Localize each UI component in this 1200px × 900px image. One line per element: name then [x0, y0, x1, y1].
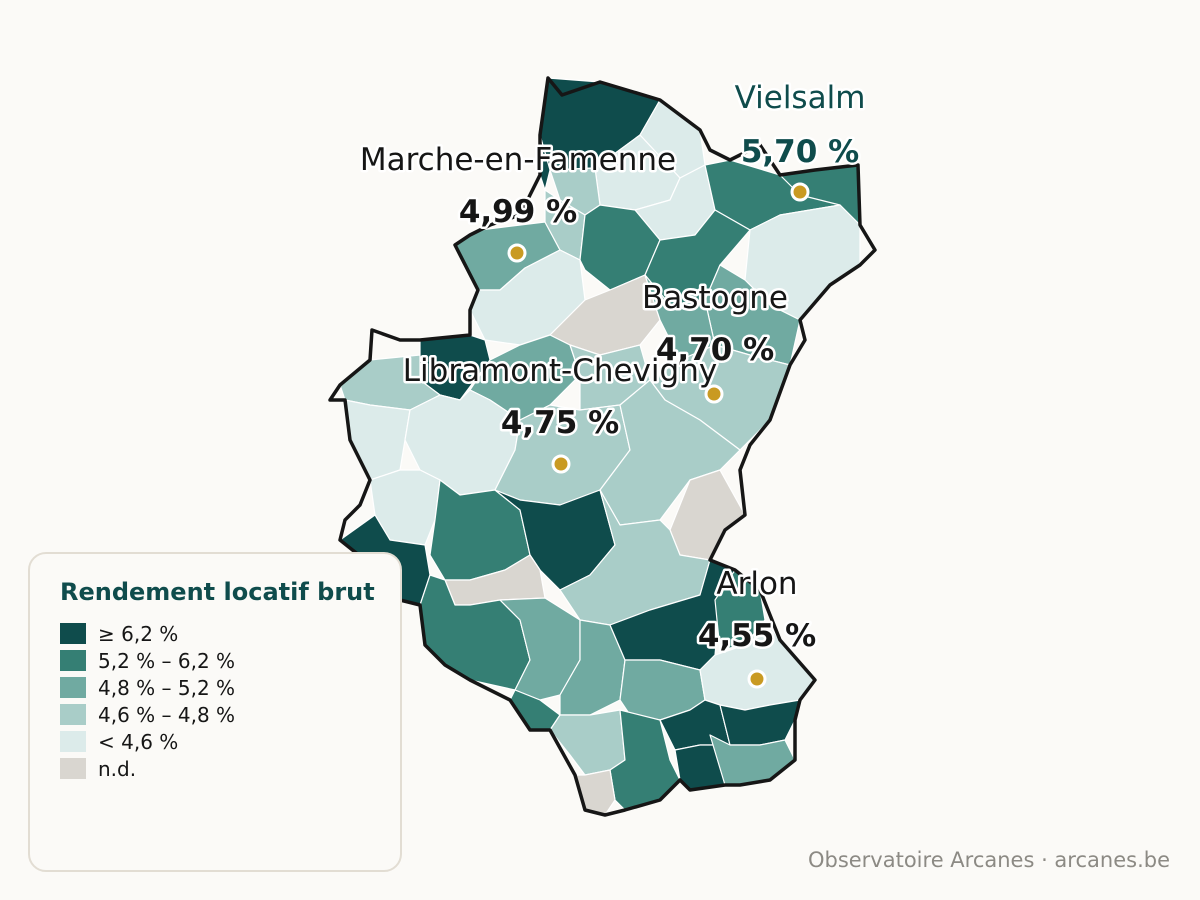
legend-label: 4,8 % – 5,2 % [98, 675, 236, 700]
city-marker[interactable] [704, 384, 724, 404]
city-marker[interactable] [747, 669, 767, 689]
legend-item: n.d. [60, 755, 370, 782]
legend: Rendement locatif brut ≥ 6,2 % 5,2 % – 6,… [28, 552, 402, 872]
municipality[interactable] [499, 597, 581, 701]
legend-rows: ≥ 6,2 % 5,2 % – 6,2 % 4,8 % – 5,2 % 4,6 % –… [60, 620, 370, 782]
city-name-label: Vielsalm [735, 80, 866, 116]
legend-swatch [60, 704, 86, 725]
municipality-regions [339, 77, 861, 816]
city-marker[interactable] [507, 243, 527, 263]
legend-label: n.d. [98, 756, 137, 781]
legend-item: < 4,6 % [60, 728, 370, 755]
city-name-label: Bastogne [642, 280, 788, 316]
legend-item: 5,2 % – 6,2 % [60, 647, 370, 674]
legend-label: < 4,6 % [98, 729, 179, 754]
legend-swatch [60, 758, 86, 779]
municipality[interactable] [344, 399, 411, 481]
city-marker[interactable] [790, 182, 810, 202]
city-name-label: Marche-en-Famenne [360, 142, 676, 178]
municipality[interactable] [549, 709, 626, 776]
legend-item: 4,6 % – 4,8 % [60, 701, 370, 728]
city-name-label: Libramont-Chevigny [403, 353, 717, 389]
legend-label: 4,6 % – 4,8 % [98, 702, 236, 727]
city-value-label: 5,70 % [741, 134, 859, 170]
legend-label: ≥ 6,2 % [98, 621, 179, 646]
legend-item: ≥ 6,2 % [60, 620, 370, 647]
legend-swatch [60, 650, 86, 671]
legend-item: 4,8 % – 5,2 % [60, 674, 370, 701]
legend-title: Rendement locatif brut [60, 578, 375, 606]
province-outline [328, 76, 877, 817]
city-labels: Vielsalm 5,70 % Marche-en-Famenne 4,99 % Bas… [357, 78, 868, 689]
city-value-label: 4,55 % [698, 618, 816, 654]
city-value-label: 4,99 % [459, 194, 577, 230]
legend-swatch [60, 731, 86, 752]
legend-swatch [60, 623, 86, 644]
city-name-label: Arlon [716, 566, 797, 602]
city-value-label: 4,75 % [501, 405, 619, 441]
city-value-label: 4,70 % [656, 332, 774, 368]
city-marker[interactable] [551, 454, 571, 474]
legend-label: 5,2 % – 6,2 % [98, 648, 236, 673]
legend-swatch [60, 677, 86, 698]
source-credit: Observatoire Arcanes · arcanes.be [807, 848, 1170, 872]
